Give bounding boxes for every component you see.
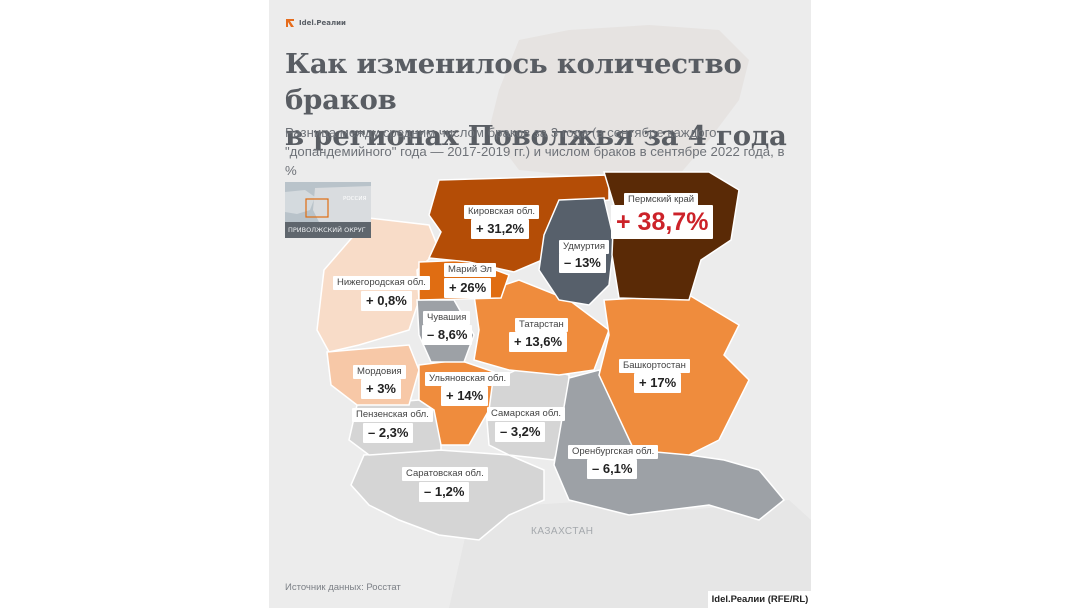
data-source: Источник данных: Росстат (285, 582, 401, 593)
region-name-orenburg: Оренбургская обл. (568, 445, 659, 459)
region-value-tatarstan: + 13,6% (509, 332, 568, 352)
region-name-udmurtia: Удмуртия (559, 240, 609, 254)
region-name-mordovia: Мордовия (353, 365, 406, 379)
region-value-perm: + 38,7% (611, 205, 714, 239)
region-value-saratov: – 1,2% (419, 482, 470, 502)
kazakhstan-area (449, 500, 811, 608)
page-title: Как изменилось количество браков в регио… (285, 48, 787, 152)
kazakhstan-label: КАЗАХСТАН (531, 526, 594, 537)
region-value-kirov: + 31,2% (471, 219, 530, 239)
region-name-saratov: Саратовская обл. (402, 467, 488, 481)
page-subtitle: Разница между средним числом браков за 3… (285, 125, 785, 178)
region-name-tatarstan: Татарстан (515, 318, 568, 332)
region-value-orenburg: – 6,1% (587, 459, 638, 479)
region-value-mordovia: + 3% (361, 379, 401, 399)
region-name-samara: Самарская обл. (487, 407, 566, 421)
region-name-bashkortostan: Башкортостан (619, 359, 690, 373)
region-name-perm: Пермский край (624, 193, 699, 207)
region-name-chuvashia: Чувашия (423, 311, 471, 325)
region-value-ulyanovsk: + 14% (441, 386, 489, 406)
locator-country-label: РОССИЯ (343, 196, 367, 202)
region-name-penza: Пензенская обл. (352, 408, 433, 422)
region-value-penza: – 2,3% (363, 423, 414, 443)
brand-logo-icon (286, 19, 294, 27)
region-name-mari-el: Марий Эл (444, 263, 496, 277)
photo-credit: Idel.Реалии (RFE/RL) (708, 591, 812, 608)
brand-logo-text: Idel.Реалии (299, 19, 346, 27)
region-value-chuvashia: – 8,6% (422, 325, 473, 345)
infographic-card: Idel.Реалии Как изменилось количество бр… (269, 0, 811, 608)
locator-inset: РОССИЯ ПРИВОЛЖСКИЙ ОКРУГ (285, 182, 371, 238)
region-value-udmurtia: – 13% (559, 253, 606, 273)
region-name-ulyanovsk: Ульяновская обл. (425, 372, 511, 386)
region-name-nizhny: Нижегородская обл. (333, 276, 430, 290)
region-value-nizhny: + 0,8% (361, 291, 412, 311)
locator-map: РОССИЯ (285, 182, 371, 222)
locator-region-label: ПРИВОЛЖСКИЙ ОКРУГ (285, 222, 371, 238)
region-value-samara: – 3,2% (495, 422, 546, 442)
brand-logo[interactable]: Idel.Реалии (285, 18, 346, 28)
region-name-kirov: Кировская обл. (464, 205, 540, 219)
region-value-bashkortostan: + 17% (634, 373, 682, 393)
region-value-mari-el: + 26% (444, 278, 492, 298)
background-land (489, 25, 749, 175)
